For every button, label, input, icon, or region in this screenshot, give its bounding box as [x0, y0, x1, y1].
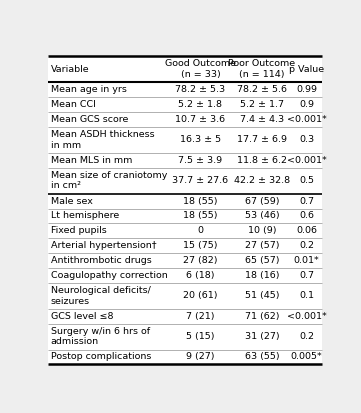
Text: Good Outcome
(n = 33): Good Outcome (n = 33): [165, 59, 236, 79]
Text: 0.9: 0.9: [299, 100, 314, 109]
Text: 17.7 ± 6.9: 17.7 ± 6.9: [237, 135, 287, 145]
Text: 0.7: 0.7: [299, 271, 314, 280]
Text: 7 (21): 7 (21): [186, 312, 215, 320]
Text: 5 (15): 5 (15): [186, 332, 215, 341]
Text: Surgery w/in 6 hrs of
admission: Surgery w/in 6 hrs of admission: [51, 327, 150, 346]
Text: 37.7 ± 27.6: 37.7 ± 27.6: [172, 176, 229, 185]
Text: 27 (57): 27 (57): [245, 241, 279, 250]
Text: 63 (55): 63 (55): [245, 352, 279, 361]
Text: 0.01*: 0.01*: [294, 256, 319, 265]
Text: 42.2 ± 32.8: 42.2 ± 32.8: [234, 176, 290, 185]
Text: Male sex: Male sex: [51, 197, 92, 206]
Text: Antithrombotic drugs: Antithrombotic drugs: [51, 256, 152, 265]
Text: Mean size of craniotomy
in cm²: Mean size of craniotomy in cm²: [51, 171, 167, 190]
Text: 0.06: 0.06: [296, 226, 317, 235]
Text: 78.2 ± 5.3: 78.2 ± 5.3: [175, 85, 226, 94]
Text: <0.001*: <0.001*: [287, 115, 327, 124]
Text: 0.1: 0.1: [299, 291, 314, 300]
Text: 10 (9): 10 (9): [248, 226, 276, 235]
Text: 71 (62): 71 (62): [245, 312, 279, 320]
Text: 18 (16): 18 (16): [245, 271, 279, 280]
Text: GCS level ≤8: GCS level ≤8: [51, 312, 113, 320]
Text: Mean ASDH thickness
in mm: Mean ASDH thickness in mm: [51, 130, 155, 150]
Text: Coagulopathy correction: Coagulopathy correction: [51, 271, 168, 280]
Text: 53 (46): 53 (46): [245, 211, 279, 221]
Text: 7.5 ± 3.9: 7.5 ± 3.9: [178, 156, 222, 165]
Text: 27 (82): 27 (82): [183, 256, 218, 265]
Text: Mean CCI: Mean CCI: [51, 100, 96, 109]
Text: Variable: Variable: [51, 65, 89, 74]
Text: Mean age in yrs: Mean age in yrs: [51, 85, 127, 94]
Text: Neurological deficits/
seizures: Neurological deficits/ seizures: [51, 286, 151, 306]
Text: Lt hemisphere: Lt hemisphere: [51, 211, 119, 221]
Text: 7.4 ± 4.3: 7.4 ± 4.3: [240, 115, 284, 124]
Text: 6 (18): 6 (18): [186, 271, 215, 280]
Text: 16.3 ± 5: 16.3 ± 5: [180, 135, 221, 145]
Text: 0.6: 0.6: [299, 211, 314, 221]
Text: Mean MLS in mm: Mean MLS in mm: [51, 156, 132, 165]
Text: 51 (45): 51 (45): [245, 291, 279, 300]
Text: 78.2 ± 5.6: 78.2 ± 5.6: [237, 85, 287, 94]
Text: p Value: p Value: [289, 65, 324, 74]
Text: 18 (55): 18 (55): [183, 197, 218, 206]
Text: 5.2 ± 1.8: 5.2 ± 1.8: [178, 100, 222, 109]
Text: 18 (55): 18 (55): [183, 211, 218, 221]
Text: 5.2 ± 1.7: 5.2 ± 1.7: [240, 100, 284, 109]
Text: 15 (75): 15 (75): [183, 241, 218, 250]
Text: <0.001*: <0.001*: [287, 312, 327, 320]
Text: 0.005*: 0.005*: [291, 352, 323, 361]
Text: Mean GCS score: Mean GCS score: [51, 115, 128, 124]
Text: Arterial hypertension†: Arterial hypertension†: [51, 241, 156, 250]
Text: Poor Outcome
(n = 114): Poor Outcome (n = 114): [229, 59, 296, 79]
Text: 0.3: 0.3: [299, 135, 314, 145]
Text: 0.99: 0.99: [296, 85, 317, 94]
Text: 0.5: 0.5: [299, 176, 314, 185]
Text: 0.7: 0.7: [299, 197, 314, 206]
Text: 11.8 ± 6.2: 11.8 ± 6.2: [237, 156, 287, 165]
Text: <0.001*: <0.001*: [287, 156, 327, 165]
Text: 65 (57): 65 (57): [245, 256, 279, 265]
Text: 67 (59): 67 (59): [245, 197, 279, 206]
Text: 9 (27): 9 (27): [186, 352, 215, 361]
Text: Postop complications: Postop complications: [51, 352, 151, 361]
Text: 0.2: 0.2: [299, 332, 314, 341]
Text: 0: 0: [197, 226, 203, 235]
Text: 10.7 ± 3.6: 10.7 ± 3.6: [175, 115, 226, 124]
Text: 20 (61): 20 (61): [183, 291, 218, 300]
Text: 31 (27): 31 (27): [245, 332, 279, 341]
Text: Fixed pupils: Fixed pupils: [51, 226, 106, 235]
Text: 0.2: 0.2: [299, 241, 314, 250]
